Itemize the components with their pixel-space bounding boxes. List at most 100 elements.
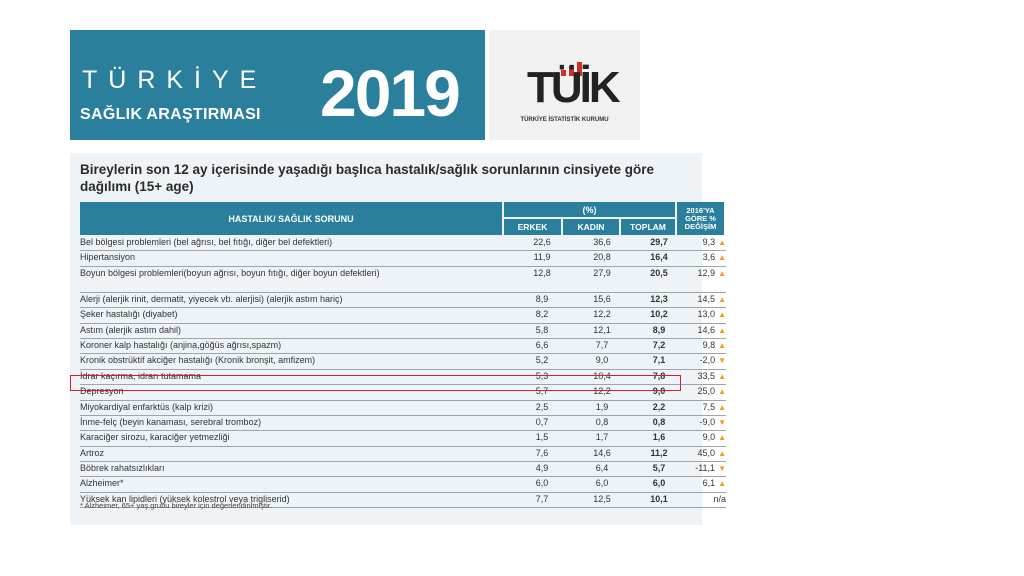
table-row: Şeker hastalığı (diyabet) 8,2 12,2 10,2 13,0… <box>80 308 726 324</box>
up-arrow-icon: ▲ <box>718 448 726 458</box>
change-value: -9,0 ▼ <box>699 416 726 427</box>
table-row: Miyokardiyal enfarktüs (kalp krizi) 2,5 1,… <box>80 401 726 416</box>
change-value: 9,0 ▲ <box>702 432 726 443</box>
disease-name: Karaciğer sirozu, karaciğer yetmezliği <box>80 432 230 443</box>
total-value: 10,1 <box>650 493 668 504</box>
up-arrow-icon: ▲ <box>718 433 726 443</box>
change-value: 14,6 ▲ <box>697 324 726 335</box>
disease-name: Miyokardiyal enfarktüs (kalp krizi) <box>80 401 214 412</box>
male-value: 5,7 <box>535 386 549 397</box>
female-value: 0,8 <box>595 416 609 427</box>
logo-bars-icon <box>561 60 595 76</box>
female-value: 20,8 <box>593 252 611 263</box>
depression-highlight-box <box>70 375 681 391</box>
female-value: 7,7 <box>595 339 609 350</box>
down-arrow-icon: ▼ <box>718 464 726 474</box>
disease-name: Astım (alerjik astım dahil) <box>80 324 182 335</box>
banner-word: TÜRKİYE <box>82 66 268 94</box>
female-value: 6,4 <box>595 463 609 474</box>
total-value: 10,2 <box>650 309 668 320</box>
up-arrow-icon: ▲ <box>718 479 726 489</box>
male-value: 7,7 <box>535 493 549 504</box>
disease-table-panel: Bireylerin son 12 ay içerisinde yaşadığı… <box>70 153 726 525</box>
table-row: Kronik obstrüktif akciğer hastalığı (Kro… <box>80 354 726 370</box>
total-value: 11,2 <box>650 447 668 458</box>
table-row: Böbrek rahatsızlıkları 4,9 6,4 5,7 -11,1 ▼ <box>80 462 726 478</box>
change-value: 12,9 ▲ <box>697 267 726 278</box>
female-value: 12,2 <box>593 309 611 320</box>
male-value: 5,2 <box>535 355 549 366</box>
change-value: 9,3 ▲ <box>702 237 726 247</box>
disease-name: Yüksek kan lipidleri (yüksek kolestrol v… <box>80 493 290 504</box>
change-value: 7,5 ▲ <box>702 401 726 412</box>
change-value: 45,0 ▲ <box>697 447 726 458</box>
survey-banner: TÜRKİYE SAĞLIK ARAŞTIRMASI 2019 <box>70 30 485 140</box>
table-row: İnme-felç (beyin kanaması, serebral trom… <box>80 416 726 432</box>
female-value: 1,9 <box>595 401 609 412</box>
female-value: 15,6 <box>593 293 611 304</box>
male-value: 8,9 <box>535 293 549 304</box>
female-value: 12,5 <box>593 493 611 504</box>
change-value: -11,1 ▼ <box>695 463 726 474</box>
change-value: 14,5 ▲ <box>697 293 726 304</box>
up-arrow-icon: ▲ <box>718 340 726 350</box>
change-value: n/a <box>713 493 726 504</box>
male-value: 4,9 <box>535 463 549 474</box>
up-arrow-icon: ▲ <box>718 268 726 278</box>
table-row: Alzheimer* 6,0 6,0 6,0 6,1 ▲ <box>80 477 726 493</box>
female-value: 6,0 <box>595 478 609 489</box>
up-arrow-icon: ▲ <box>718 387 726 397</box>
disease-name: Boyun bölgesi problemleri(boyun ağrısı, … <box>80 267 380 278</box>
total-value: 20,5 <box>650 267 668 278</box>
total-value: 16,4 <box>650 252 668 263</box>
total-value: 8,9 <box>652 324 666 335</box>
table-row: Koroner kalp hastalığı (anjina,göğüs ağr… <box>80 339 726 355</box>
male-value: 2,5 <box>535 401 549 412</box>
table-row: Boyun bölgesi problemleri(boyun ağrısı, … <box>80 267 726 293</box>
disease-name: İnme-felç (beyin kanaması, serebral trom… <box>80 416 262 427</box>
change-value: 25,0 ▲ <box>697 386 726 397</box>
tuik-logo: TÜİK TÜRKİYE İSTATİSTİK KURUMU <box>489 30 640 140</box>
total-value: 12,3 <box>650 293 668 304</box>
disease-name: Hipertansiyon <box>80 252 136 263</box>
header-disease: HASTALIK/ SAĞLIK SORUNU <box>80 202 502 235</box>
change-value: 33,5 ▲ <box>697 370 726 381</box>
table-row: Hipertansiyon 11,9 20,8 16,4 3,6 ▲ <box>80 251 726 267</box>
table-title: Bireylerin son 12 ay içerisinde yaşadığı… <box>80 162 655 194</box>
header-female: KADIN <box>563 219 619 235</box>
logo-text: TÜİK <box>527 63 621 112</box>
male-value: 1,5 <box>535 432 549 443</box>
disease-name: Depresyon <box>80 386 124 397</box>
change-value: 6,1 ▲ <box>702 478 726 489</box>
disease-name: Alzheimer* <box>80 478 124 489</box>
header-total: TOPLAM <box>621 219 675 235</box>
female-value: 14,6 <box>593 447 611 458</box>
header-percent: (%) <box>504 202 675 217</box>
table-body: Bel bölgesi problemleri (bel ağrısı, bel… <box>80 236 726 509</box>
up-arrow-icon: ▲ <box>718 294 726 304</box>
female-value: 1,7 <box>595 432 609 443</box>
total-value: 6,0 <box>652 478 666 489</box>
disease-name: Artroz <box>80 447 105 458</box>
total-value: 7,2 <box>652 339 666 350</box>
table-row: Bel bölgesi problemleri (bel ağrısı, bel… <box>80 236 726 252</box>
header-male: ERKEK <box>504 219 561 235</box>
total-value: 9,0 <box>652 386 666 397</box>
table-row: Karaciğer sirozu, karaciğer yetmezliği 1,… <box>80 431 726 447</box>
male-value: 6,0 <box>535 478 549 489</box>
down-arrow-icon: ▼ <box>718 356 726 366</box>
total-value: 5,7 <box>652 463 666 474</box>
table-row: Alerji (alerjik rinit, dermatit, yiyecek… <box>80 293 726 309</box>
table-row: Depresyon 5,7 12,2 9,0 25,0 ▲ <box>80 385 726 401</box>
change-value: 9,8 ▲ <box>702 339 726 350</box>
up-arrow-icon: ▲ <box>718 402 726 412</box>
banner-year: 2019 <box>320 56 461 130</box>
male-value: 12,8 <box>533 267 551 278</box>
disease-name: Bel bölgesi problemleri (bel ağrısı, bel… <box>80 237 333 247</box>
change-value: 13,0 ▲ <box>697 309 726 320</box>
down-arrow-icon: ▼ <box>718 417 726 427</box>
male-value: 0,7 <box>535 416 549 427</box>
disease-name: Alerji (alerjik rinit, dermatit, yiyecek… <box>80 293 343 304</box>
disease-name: Böbrek rahatsızlıkları <box>80 463 165 474</box>
male-value: 8,2 <box>535 309 549 320</box>
